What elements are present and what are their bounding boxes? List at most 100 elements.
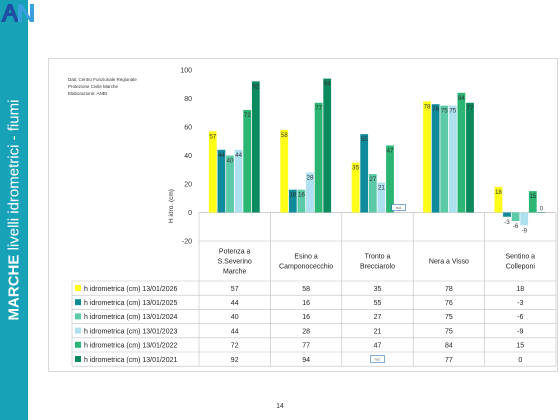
table-cell: 28 bbox=[302, 328, 310, 335]
category-label: Esino a Camponocecchio bbox=[279, 254, 333, 271]
bar bbox=[537, 212, 546, 213]
table-cell: 77 bbox=[445, 357, 453, 364]
bar bbox=[423, 101, 431, 213]
source-note: Dati: Centro Funzionale Regionale Protez… bbox=[68, 76, 137, 97]
bar bbox=[448, 105, 457, 213]
data-label: 16 bbox=[298, 192, 305, 199]
data-label: 15 bbox=[529, 193, 536, 200]
legend-swatch bbox=[75, 299, 81, 306]
y-tick-label: 60 bbox=[184, 125, 192, 132]
data-label: 21 bbox=[378, 185, 385, 192]
data-label: 44 bbox=[218, 152, 225, 159]
data-label: 0 bbox=[540, 206, 544, 213]
legend-label: h idrometrica (cm) 13/01/2023 bbox=[84, 328, 177, 335]
data-label: 28 bbox=[307, 175, 314, 182]
table-cell: 77 bbox=[302, 343, 310, 350]
na-marker bbox=[391, 204, 407, 211]
data-label: 77 bbox=[315, 105, 322, 112]
bar bbox=[234, 149, 243, 213]
data-label: 16 bbox=[289, 192, 296, 199]
bar bbox=[386, 145, 394, 213]
bar bbox=[431, 104, 440, 213]
category-label: Potenza a S.Severino Marche bbox=[218, 249, 252, 276]
bar bbox=[377, 182, 386, 213]
bar bbox=[208, 131, 217, 213]
bar bbox=[520, 212, 529, 226]
table-cell: 76 bbox=[445, 300, 453, 307]
data-label: -9 bbox=[521, 227, 527, 234]
bar bbox=[351, 162, 360, 213]
table-cell: 57 bbox=[231, 286, 239, 293]
y-tick-label: 20 bbox=[184, 182, 192, 189]
bar bbox=[511, 212, 520, 222]
source-line-3: Elaborazione: ANBI bbox=[68, 91, 108, 96]
table-cell: 72 bbox=[231, 343, 239, 350]
data-label: 40 bbox=[227, 158, 234, 165]
bar bbox=[297, 189, 306, 213]
bar bbox=[226, 155, 234, 213]
legend-swatch bbox=[75, 285, 81, 291]
page-number: 14 bbox=[276, 403, 284, 410]
bar bbox=[251, 81, 260, 213]
data-label: 75 bbox=[449, 108, 456, 115]
data-label: 27 bbox=[369, 176, 376, 183]
table-cell: -9 bbox=[517, 328, 523, 335]
anbi-logo bbox=[1, 4, 34, 22]
bar bbox=[243, 109, 252, 213]
table-cell: 55 bbox=[374, 300, 382, 307]
table-cell: 75 bbox=[445, 328, 453, 335]
legend-label: h idrometrica (cm) 13/01/2024 bbox=[84, 314, 177, 321]
data-label: 57 bbox=[209, 133, 216, 140]
table-cell: 15 bbox=[516, 343, 524, 350]
legend-swatch bbox=[75, 313, 81, 320]
bar bbox=[314, 102, 323, 213]
y-axis-title: H idro. (cm) bbox=[168, 189, 175, 223]
data-label: 78 bbox=[424, 103, 431, 110]
data-label: -3 bbox=[504, 219, 510, 226]
data-label: 44 bbox=[235, 152, 242, 159]
table-cell: 92 bbox=[231, 357, 239, 364]
bar bbox=[528, 191, 537, 213]
table-cell: 84 bbox=[445, 343, 453, 350]
source-line-2: Protezione Civile Marche bbox=[68, 84, 119, 89]
table-cell: 16 bbox=[302, 300, 310, 307]
data-label: 58 bbox=[281, 132, 288, 139]
na-label: n.d. bbox=[396, 206, 402, 210]
y-tick-label: -20 bbox=[182, 239, 192, 246]
legend-swatch bbox=[75, 327, 81, 334]
y-tick-label: 80 bbox=[184, 96, 192, 103]
table-cell: 75 bbox=[445, 314, 453, 321]
bar bbox=[360, 134, 369, 213]
table-cell: -6 bbox=[517, 314, 523, 321]
data-label: 18 bbox=[495, 189, 502, 196]
category-label: Sentino a Colleponi bbox=[506, 254, 536, 271]
bar bbox=[217, 149, 226, 213]
table-cell: 0 bbox=[518, 357, 522, 364]
legend-label: h idrometrica (cm) 13/01/2025 bbox=[84, 300, 177, 307]
table-cell: 18 bbox=[516, 286, 524, 293]
table-cell: 16 bbox=[302, 314, 310, 321]
category-label: Nera a Visso bbox=[429, 259, 469, 266]
y-tick-label: 40 bbox=[184, 153, 192, 160]
data-label: -6 bbox=[513, 223, 519, 230]
data-label: 94 bbox=[324, 81, 331, 88]
data-label: 75 bbox=[441, 108, 448, 115]
bar bbox=[368, 174, 377, 213]
table-cell: -3 bbox=[517, 300, 523, 307]
category-label: Tronto a Brecciarolo bbox=[360, 254, 395, 271]
table-cell: 78 bbox=[445, 286, 453, 293]
table-cell: 44 bbox=[231, 300, 239, 307]
sidebar: MARCHE livelli idrometrici - fiumi bbox=[0, 0, 28, 420]
data-label: 72 bbox=[244, 112, 251, 119]
bar bbox=[457, 92, 466, 213]
na-label: n.d. bbox=[375, 358, 381, 362]
legend-label: h idrometrica (cm) 13/01/2021 bbox=[84, 357, 177, 364]
table-cell: 35 bbox=[374, 286, 382, 293]
bar bbox=[280, 129, 289, 213]
bar bbox=[440, 105, 449, 213]
table-cell: 94 bbox=[302, 357, 310, 364]
data-label: 77 bbox=[467, 105, 474, 112]
bar bbox=[494, 186, 503, 213]
data-label: 47 bbox=[387, 148, 394, 155]
